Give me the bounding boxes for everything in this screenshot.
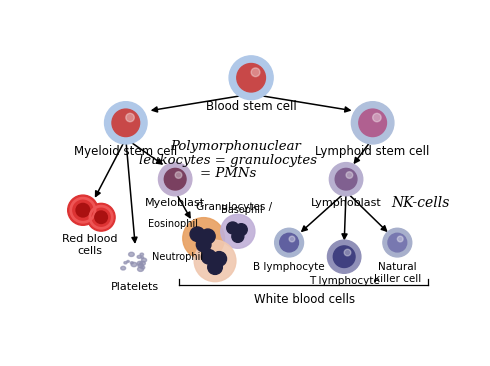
Ellipse shape <box>212 251 226 266</box>
Ellipse shape <box>235 224 247 236</box>
Text: Neutrophil: Neutrophil <box>151 252 203 262</box>
Ellipse shape <box>346 172 353 178</box>
Ellipse shape <box>220 214 255 248</box>
Ellipse shape <box>275 228 303 257</box>
Ellipse shape <box>183 218 224 259</box>
Text: White blood cells: White blood cells <box>254 293 355 306</box>
Ellipse shape <box>372 113 381 122</box>
Ellipse shape <box>327 240 361 273</box>
Text: Lymphoid stem cell: Lymphoid stem cell <box>316 145 430 158</box>
Text: NK-cells: NK-cells <box>391 196 449 210</box>
Text: Polymorphonuclear: Polymorphonuclear <box>171 140 301 153</box>
Circle shape <box>127 261 129 262</box>
Ellipse shape <box>196 237 211 252</box>
Circle shape <box>121 266 125 270</box>
Ellipse shape <box>175 172 182 178</box>
Ellipse shape <box>335 168 357 190</box>
Text: Lymphoblast: Lymphoblast <box>311 198 381 208</box>
Circle shape <box>137 255 141 258</box>
Ellipse shape <box>280 233 298 252</box>
Circle shape <box>141 266 145 269</box>
Ellipse shape <box>104 102 147 144</box>
Ellipse shape <box>344 249 351 256</box>
Circle shape <box>130 262 133 264</box>
Ellipse shape <box>190 227 205 242</box>
Ellipse shape <box>251 68 260 76</box>
Circle shape <box>124 262 127 264</box>
Ellipse shape <box>383 228 412 257</box>
Ellipse shape <box>76 203 90 217</box>
Text: T lymphocyte: T lymphocyte <box>309 276 380 287</box>
Ellipse shape <box>200 229 215 243</box>
Text: Red blood
cells: Red blood cells <box>62 234 118 256</box>
Text: = PMNs: = PMNs <box>200 167 256 180</box>
Ellipse shape <box>95 211 107 224</box>
Text: Platelets: Platelets <box>111 282 159 292</box>
Ellipse shape <box>208 260 222 274</box>
Circle shape <box>131 262 137 267</box>
Text: Granulocytes /: Granulocytes / <box>196 202 272 212</box>
Ellipse shape <box>201 250 216 264</box>
Ellipse shape <box>87 203 115 231</box>
Ellipse shape <box>351 102 394 144</box>
Text: leukocytes = granulocytes: leukocytes = granulocytes <box>139 153 318 167</box>
Circle shape <box>137 261 143 265</box>
Circle shape <box>142 258 147 262</box>
Ellipse shape <box>388 233 407 252</box>
Ellipse shape <box>289 236 295 242</box>
Text: Myeloblast: Myeloblast <box>145 198 205 208</box>
Ellipse shape <box>397 236 403 242</box>
Ellipse shape <box>359 109 387 137</box>
Ellipse shape <box>229 56 273 100</box>
Circle shape <box>138 264 144 268</box>
Ellipse shape <box>232 231 244 242</box>
Text: Blood stem cell: Blood stem cell <box>206 100 296 113</box>
Circle shape <box>140 253 144 256</box>
Text: Eosinophil: Eosinophil <box>148 219 198 229</box>
Circle shape <box>140 261 146 265</box>
Circle shape <box>141 257 144 258</box>
Text: Basophil: Basophil <box>221 205 263 215</box>
Circle shape <box>128 252 134 257</box>
Ellipse shape <box>112 109 140 137</box>
Circle shape <box>138 267 144 272</box>
Ellipse shape <box>164 168 186 190</box>
Ellipse shape <box>227 222 239 234</box>
Ellipse shape <box>158 163 192 196</box>
Text: Myeloid stem cell: Myeloid stem cell <box>74 145 177 158</box>
Ellipse shape <box>333 246 355 268</box>
Ellipse shape <box>194 240 236 282</box>
Ellipse shape <box>237 64 266 92</box>
Ellipse shape <box>329 163 363 196</box>
Ellipse shape <box>68 195 98 225</box>
Ellipse shape <box>126 113 134 122</box>
Text: Natural
killer cell: Natural killer cell <box>374 262 421 284</box>
Text: B lymphocyte: B lymphocyte <box>253 262 325 272</box>
